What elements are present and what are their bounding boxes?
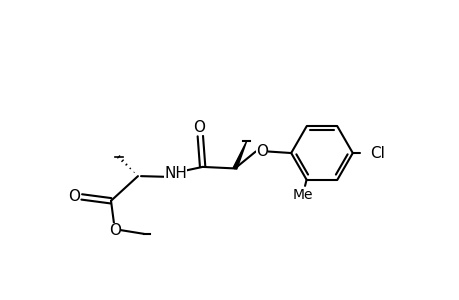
Text: O: O (192, 120, 204, 135)
Polygon shape (233, 142, 246, 169)
Text: NH: NH (164, 166, 187, 181)
Text: O: O (255, 144, 267, 159)
Text: Me: Me (292, 188, 312, 202)
Text: Cl: Cl (369, 146, 384, 160)
Text: O: O (109, 223, 121, 238)
Text: O: O (68, 189, 80, 204)
